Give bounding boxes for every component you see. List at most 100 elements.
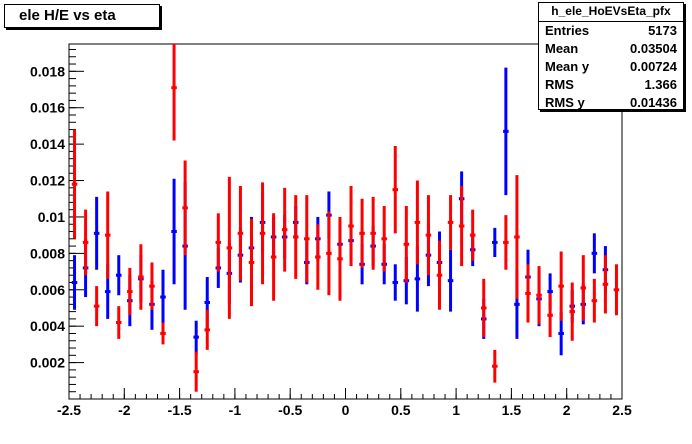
y-tick-label: 0.004 [30,318,65,334]
stats-row-mean-y: Mean y 0.00724 [539,58,683,76]
data-point [93,196,100,270]
y-tick-label: 0.002 [30,355,65,371]
data-point [613,264,620,316]
stats-value: 0.03504 [630,41,677,56]
y-tick-label: 0.008 [30,245,65,261]
data-point [348,186,354,267]
x-tick-label: 2 [563,402,571,418]
x-tick-label: 0 [342,402,350,418]
stats-value: 5173 [648,23,677,38]
data-point [558,251,564,321]
data-point [281,187,288,272]
stats-key: RMS y [545,95,585,110]
data-point [480,278,487,338]
data-point [436,240,443,310]
data-point [149,262,155,310]
data-point [138,244,144,310]
data-point [392,145,399,234]
data-point [93,286,100,327]
stats-row-mean: Mean 0.03504 [539,40,683,58]
data-point [326,211,332,296]
data-point [226,176,233,319]
data-point [71,129,78,239]
data-point [525,264,531,323]
y-tick-label: 0.016 [30,100,65,116]
data-point [514,175,520,299]
data-point [237,186,244,281]
data-point [71,255,78,310]
data-point [248,218,255,307]
data-point [259,182,266,285]
stats-key: Mean y [545,59,590,74]
x-tick-label: -1 [229,402,242,418]
stats-key: Mean [545,41,579,56]
plot-title-box: ele H/E vs eta [4,4,160,28]
data-point [447,249,454,312]
data-points [71,44,620,392]
data-point [591,278,598,323]
data-point [580,255,587,321]
data-point [536,266,542,325]
data-point [215,213,222,272]
data-point [116,255,122,296]
data-point [116,306,122,339]
data-point [292,195,299,279]
stats-key: RMS [545,77,574,92]
data-point [270,213,277,301]
data-point [104,191,111,279]
data-point [492,227,498,257]
x-tick-label: 2.5 [612,402,632,418]
data-point [425,195,432,276]
data-point [304,195,310,283]
data-point [414,180,421,265]
y-tick-label: 0.012 [30,173,65,189]
x-tick-label: -2.5 [57,402,81,418]
data-point [315,224,321,290]
data-point [492,349,498,383]
stats-box: h_ele_HoEVsEta_pfx Entries 5173 Mean 0.0… [538,2,684,110]
data-point [193,320,199,354]
data-point [204,309,211,350]
data-point [447,195,454,250]
data-point [503,215,509,270]
stats-row-entries: Entries 5173 [539,22,683,40]
x-tick-label: 0.5 [391,402,411,418]
data-point [171,178,177,285]
x-tick-label: -1.5 [168,402,192,418]
data-point [469,209,476,261]
data-point [569,282,575,341]
stats-row-rms: RMS 1.366 [539,76,683,94]
data-point [127,267,133,316]
x-tick-label: 1 [452,402,460,418]
stats-key: Entries [545,23,590,38]
data-point [182,160,188,256]
data-point [392,264,399,301]
data-point [458,186,465,267]
stats-value: 1.366 [644,77,677,92]
data-point [591,233,598,274]
y-tick-label: 0.018 [30,63,65,79]
x-tick-label: 1.5 [502,402,522,418]
stats-row-rms-y: RMS y 0.01436 [539,94,683,112]
data-point [370,196,376,270]
data-point [503,67,509,196]
plot-title: ele H/E vs eta [19,7,116,24]
axes: -2.5 -2 -1.5 -1 -0.5 0 0.5 1 1.5 2 2.5 0.002 0.004 0.… [30,43,632,418]
x-tick-label: -2 [118,402,131,418]
data-point [547,293,553,338]
stats-value: 0.01436 [630,95,677,110]
y-tick-label: 0.014 [30,136,65,152]
data-point [381,206,387,272]
data-point [160,269,166,325]
data-point [193,351,199,392]
stats-title: h_ele_HoEVsEta_pfx [539,3,683,22]
x-tick-label: -0.5 [278,402,302,418]
stats-value: 0.00724 [630,59,677,74]
data-point [82,209,89,276]
data-point [337,216,343,301]
data-point [171,44,177,141]
data-point [403,206,410,283]
data-point [359,198,365,268]
y-tick-label: 0.006 [30,282,65,298]
